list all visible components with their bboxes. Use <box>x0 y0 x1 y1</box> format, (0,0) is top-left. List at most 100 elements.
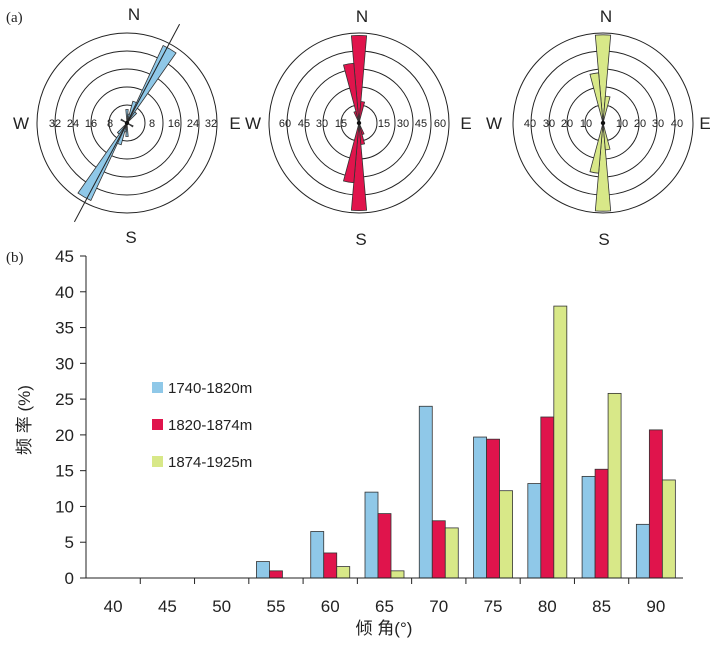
bar-1874-1925m-90 <box>661 479 676 579</box>
rose-1-center-dot <box>124 120 130 126</box>
rose-2-petal-4 <box>350 122 368 212</box>
x-tick-label-75: 75 <box>484 597 503 616</box>
bar-1740-1820m-55 <box>256 561 270 579</box>
rose-1-ring-label-w1: 8 <box>107 118 113 130</box>
rose-1-ring-label-e1: 8 <box>149 118 155 130</box>
y-tick-label-45: 45 <box>55 247 74 266</box>
x-tick-label-70: 70 <box>429 597 448 616</box>
rose-3-ring-label-e1: 10 <box>616 118 628 130</box>
rose-1-petal-5 <box>126 111 138 124</box>
y-tick-label-15: 15 <box>55 462 74 481</box>
bar-1874-1925m-75 <box>499 490 513 579</box>
legend-label-2: 1820-1874m <box>168 417 252 434</box>
panel-label-a: (a) <box>6 10 23 26</box>
rose-3-ring-label-e4: 40 <box>671 118 683 130</box>
rose-3-ring-outer <box>512 32 694 214</box>
y-tick-label-25: 25 <box>55 390 74 409</box>
rose-1-ring-label-w3: 24 <box>67 118 79 130</box>
bar-1820-1874m-60 <box>323 552 338 579</box>
bar-chart: 0 5 10 15 20 25 30 35 40 45 40 45 50 55 60 65 70 75 80 85 9… <box>15 247 683 638</box>
bar-1874-1925m-60 <box>336 566 351 579</box>
bar-1874-1925m-80 <box>553 305 568 579</box>
rose-2-south-label: S <box>355 230 366 249</box>
rose-3-south-label: S <box>598 230 609 249</box>
rose-3-west-label: W <box>486 114 502 133</box>
x-tick-label-85: 85 <box>592 597 611 616</box>
bar-1874-1925m-85 <box>607 392 622 579</box>
rose-3-ring-label-w3: 30 <box>543 118 555 130</box>
rose-1-west-label: W <box>13 114 29 133</box>
rose-3-petal-1 <box>594 34 612 124</box>
rose-2-ring-label-e1: 15 <box>378 118 390 130</box>
rose-2-petal-8 <box>358 122 365 136</box>
rose-2-ring-label-w2: 30 <box>316 118 328 130</box>
bar-1820-1874m-85 <box>594 468 609 579</box>
bar-1740-1820m-85 <box>581 475 596 579</box>
bar-1820-1874m-65 <box>377 513 392 579</box>
rose-2-ring-label-e4: 60 <box>434 118 446 130</box>
rose-1-ring-3 <box>72 68 182 178</box>
rose-3-petal-4 <box>594 122 612 212</box>
x-tick-label-90: 90 <box>646 597 665 616</box>
rose-1-north-label: N <box>128 5 140 24</box>
bar-1740-1820m-90 <box>635 523 650 579</box>
rose-2-ring-outer <box>268 32 450 214</box>
rose-3-ring-label-e3: 30 <box>652 118 664 130</box>
y-tick-label-20: 20 <box>55 426 74 445</box>
rose-2-east-label: E <box>460 114 471 133</box>
y-tick-label-5: 5 <box>65 533 74 552</box>
y-axis-title: 频 率 (%) <box>15 385 34 455</box>
rose-3-center-dot <box>600 120 606 126</box>
rose-2-ring-label-w4: 60 <box>279 118 291 130</box>
bar-1740-1820m-65 <box>364 491 379 579</box>
rose-1-ring-label-w2: 16 <box>85 118 97 130</box>
bar-1740-1820m-75 <box>473 436 487 579</box>
x-axis-title: 倾 角(°) <box>356 619 413 638</box>
bar-1874-1925m-70 <box>444 527 459 579</box>
x-tick-label-55: 55 <box>266 597 285 616</box>
rose-2-petal-7 <box>353 110 360 124</box>
rose-1-petal-1 <box>125 109 129 124</box>
legend-label-1: 1740-1820m <box>168 380 252 397</box>
legend-swatch-1 <box>152 382 163 393</box>
x-tick-label-80: 80 <box>538 597 557 616</box>
rose-2-petal-5 <box>342 122 360 184</box>
rose-1-petal-6 <box>125 122 129 137</box>
bar-1740-1820m-60 <box>310 531 325 579</box>
rose-diagram-3: N S E W 40 30 20 10 10 20 30 40 <box>486 7 711 249</box>
bar-1740-1820m-80 <box>527 483 542 579</box>
x-tick-label-60: 60 <box>321 597 340 616</box>
rose-1-ring-1 <box>108 104 146 142</box>
rose-3-ring-labels: 40 30 20 10 10 20 30 40 <box>524 118 683 130</box>
rose-2-petal-2 <box>358 101 366 124</box>
bar-1820-1874m-70 <box>431 520 446 579</box>
bar-1820-1874m-55 <box>269 570 283 579</box>
rose-2-ring-label-w1: 15 <box>335 118 347 130</box>
rose-1-petal-4 <box>126 44 177 124</box>
legend-label-3: 1874-1925m <box>168 454 252 471</box>
rose-3-ring-label-w1: 10 <box>580 118 592 130</box>
rose-diagram-1: N S E W 32 24 16 8 8 16 24 32 <box>13 5 241 247</box>
x-tick-label-50: 50 <box>212 597 231 616</box>
legend: 1740-1820m 1820-1874m 1874-1925m <box>152 380 252 471</box>
y-tick-label-40: 40 <box>55 283 74 302</box>
bar-series <box>256 305 676 579</box>
rose-2-ring-label-e2: 30 <box>397 118 409 130</box>
x-tick-label-65: 65 <box>375 597 394 616</box>
y-tick-label-30: 30 <box>55 354 74 373</box>
rose-3-east-label: E <box>699 114 710 133</box>
rose-1-ring-4 <box>54 50 200 196</box>
rose-2-north-label: N <box>356 7 368 26</box>
y-tick-label-35: 35 <box>55 319 74 338</box>
bar-1820-1874m-75 <box>486 438 500 579</box>
rose-2-petal-3 <box>342 62 360 124</box>
legend-swatch-2 <box>152 419 163 430</box>
bar-1874-1925m-65 <box>390 570 405 579</box>
rose-2-petal-1 <box>350 34 368 124</box>
x-tick-label-45: 45 <box>158 597 177 616</box>
bar-1820-1874m-90 <box>648 429 663 579</box>
rose-3-petal-6 <box>602 122 611 151</box>
rose-1-east-label: E <box>229 114 240 133</box>
rose-1-ring-label-w4: 32 <box>49 118 61 130</box>
